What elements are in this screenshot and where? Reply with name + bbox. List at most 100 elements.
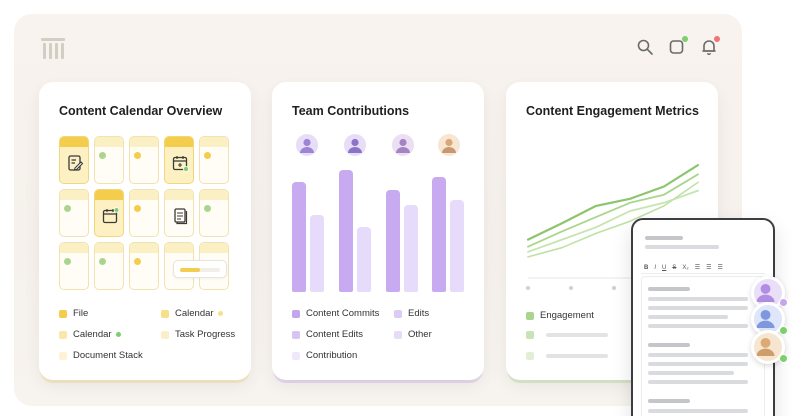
placeholder-line xyxy=(546,333,608,337)
series-line xyxy=(527,173,699,248)
bar xyxy=(432,177,446,292)
document-stack-icon xyxy=(171,207,189,225)
legend-label: Engagement xyxy=(540,310,594,321)
toolbar-button[interactable]: ☰ xyxy=(694,265,701,271)
editor-content-box xyxy=(641,276,765,416)
legend-swatch xyxy=(394,330,402,339)
legend-item: Engagement xyxy=(526,310,594,321)
engagement-line-chart xyxy=(526,164,702,290)
legend-label: Edits xyxy=(408,308,430,319)
team-avatars xyxy=(292,134,464,158)
legend-swatch xyxy=(526,331,534,339)
legend-label: Calendar xyxy=(175,308,214,319)
card-title: Team Contributions xyxy=(292,104,410,118)
collaborator-avatars xyxy=(751,276,791,376)
legend-item: Calendar xyxy=(161,308,223,319)
document-edit-icon xyxy=(66,154,84,172)
calendar-icon xyxy=(101,207,120,225)
calendar-day[interactable] xyxy=(199,189,229,237)
bar xyxy=(292,182,306,292)
legend-item: File xyxy=(59,308,88,319)
legend-status-dot xyxy=(115,332,121,337)
calendar-day[interactable] xyxy=(94,136,124,184)
legend-item: Contribution xyxy=(292,350,357,361)
toolbar-button[interactable]: S xyxy=(672,264,677,271)
avatar-status-badge xyxy=(779,326,788,335)
legend-item: Content Commits xyxy=(292,308,379,319)
calendar-day[interactable] xyxy=(59,242,89,290)
legend-placeholder xyxy=(526,331,608,339)
legend-swatch xyxy=(292,309,300,318)
toolbar-button[interactable]: B xyxy=(644,264,649,271)
x-axis-tick-dot xyxy=(612,286,616,290)
calendar-day[interactable] xyxy=(164,189,194,237)
legend-label: Content Edits xyxy=(306,329,364,340)
calendar-day[interactable] xyxy=(94,242,124,290)
legend-label: Contribution xyxy=(306,350,358,361)
legend-label: Other xyxy=(408,329,432,340)
bar xyxy=(450,199,464,292)
avatar[interactable] xyxy=(344,134,366,156)
calendar-day[interactable] xyxy=(59,189,89,237)
legend-swatch xyxy=(292,330,300,339)
bar xyxy=(339,169,353,292)
calendar-day[interactable] xyxy=(199,136,229,184)
team-contributions-card: Team Contributions Content Commits xyxy=(272,82,484,380)
series-line xyxy=(527,181,699,258)
legend-label: Calendar xyxy=(73,329,112,340)
app-icon[interactable] xyxy=(668,36,688,56)
bar xyxy=(357,227,371,292)
bell-icon[interactable] xyxy=(700,36,720,56)
bar xyxy=(310,214,324,292)
legend-item: Content Edits xyxy=(292,329,363,340)
editor-subtitle-line xyxy=(645,245,719,249)
avatar-status-badge xyxy=(779,354,788,363)
legend-swatch xyxy=(292,351,300,360)
legend-swatch xyxy=(161,330,169,339)
card-title: Content Engagement Metrics xyxy=(526,104,699,118)
calendar-day[interactable] xyxy=(129,242,159,290)
pillar-logo-icon xyxy=(40,36,66,62)
avatar[interactable] xyxy=(296,134,318,156)
editor-toolbar: B I U S X₂ ☰ ☰ ☰ xyxy=(641,262,765,274)
legend-item: Edits xyxy=(394,308,429,319)
calendar-icon xyxy=(171,154,189,172)
red-notification-badge xyxy=(714,36,720,42)
series-line xyxy=(526,164,700,241)
toolbar-button[interactable]: ☰ xyxy=(717,265,723,271)
placeholder-line xyxy=(546,354,608,358)
calendar-day[interactable] xyxy=(59,136,89,184)
legend-item: Document Stack xyxy=(59,350,143,361)
calendar-day[interactable] xyxy=(129,136,159,184)
legend-swatch xyxy=(59,351,67,360)
legend-status-dot xyxy=(217,311,223,316)
avatar[interactable] xyxy=(392,134,414,156)
green-status-badge xyxy=(682,36,688,42)
calendar-day[interactable] xyxy=(94,189,124,237)
legend-swatch xyxy=(394,309,402,318)
toolbar-button[interactable]: X₂ xyxy=(682,264,689,271)
bar xyxy=(386,189,400,292)
legend-swatch xyxy=(161,309,169,318)
legend-swatch xyxy=(526,352,534,360)
mobile-editor-mock: B I U S X₂ ☰ ☰ ☰ xyxy=(631,218,775,416)
series-line xyxy=(527,189,699,253)
legend-placeholder xyxy=(526,352,608,360)
toolbar-button[interactable]: U xyxy=(662,264,667,271)
task-progress-fill xyxy=(180,268,200,272)
avatar[interactable] xyxy=(438,134,460,156)
calendar-day[interactable] xyxy=(129,189,159,237)
legend-swatch xyxy=(59,309,67,318)
legend-item: Other xyxy=(394,329,432,340)
bar xyxy=(404,204,418,292)
team-bar-chart xyxy=(272,162,484,292)
toolbar-button[interactable]: ☰ xyxy=(706,265,712,271)
editor-title-line xyxy=(645,236,683,240)
toolbar-button[interactable]: I xyxy=(654,264,657,271)
calendar-day[interactable] xyxy=(164,136,194,184)
legend-swatch xyxy=(59,330,67,339)
x-axis-tick-dot xyxy=(526,286,530,290)
search-icon[interactable] xyxy=(636,38,654,56)
content-calendar-card: Content Calendar Overview xyxy=(39,82,251,380)
